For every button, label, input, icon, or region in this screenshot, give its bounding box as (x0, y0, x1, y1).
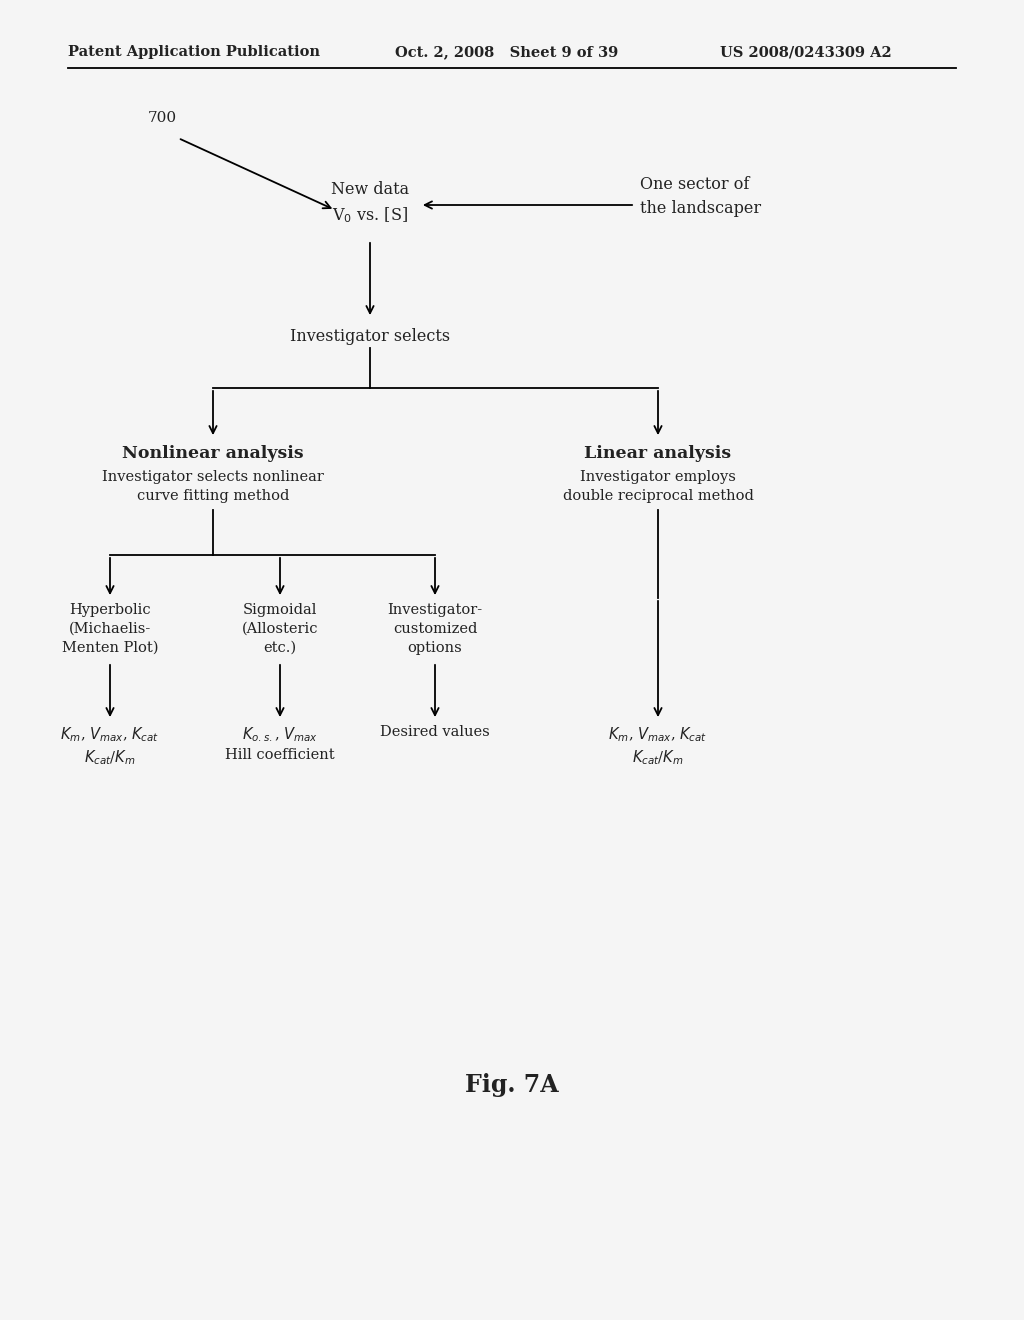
Text: Sigmoidal: Sigmoidal (243, 603, 317, 616)
Text: Hyperbolic: Hyperbolic (70, 603, 151, 616)
Text: Hill coefficient: Hill coefficient (225, 748, 335, 762)
Text: $K_m$, $V_{max}$, $K_{cat}$: $K_m$, $V_{max}$, $K_{cat}$ (608, 725, 708, 743)
Text: 700: 700 (148, 111, 177, 125)
Text: (Allosteric: (Allosteric (242, 622, 318, 636)
Text: $K_{cat}$/$K_m$: $K_{cat}$/$K_m$ (84, 748, 136, 767)
Text: Investigator selects nonlinear: Investigator selects nonlinear (102, 470, 324, 484)
Text: Linear analysis: Linear analysis (585, 445, 731, 462)
Text: double reciprocal method: double reciprocal method (562, 488, 754, 503)
Text: Patent Application Publication: Patent Application Publication (68, 45, 319, 59)
Text: the landscaper: the landscaper (640, 201, 761, 216)
Text: Menten Plot): Menten Plot) (61, 642, 159, 655)
Text: Investigator selects: Investigator selects (290, 327, 451, 345)
Text: curve fitting method: curve fitting method (137, 488, 289, 503)
Text: etc.): etc.) (263, 642, 297, 655)
Text: (Michaelis-: (Michaelis- (69, 622, 152, 636)
Text: Nonlinear analysis: Nonlinear analysis (122, 445, 304, 462)
Text: Investigator-: Investigator- (387, 603, 482, 616)
Text: $K_m$, $V_{max}$, $K_{cat}$: $K_m$, $V_{max}$, $K_{cat}$ (60, 725, 160, 743)
Text: Investigator employs: Investigator employs (580, 470, 736, 484)
Text: New data: New data (331, 181, 409, 198)
Text: One sector of: One sector of (640, 176, 750, 193)
Text: $K_{o.s.}$, $V_{max}$: $K_{o.s.}$, $V_{max}$ (242, 725, 317, 743)
Text: V$_0$ vs. [S]: V$_0$ vs. [S] (332, 205, 408, 224)
Text: Fig. 7A: Fig. 7A (465, 1073, 559, 1097)
Text: Desired values: Desired values (380, 725, 489, 739)
Text: $K_{cat}$/$K_m$: $K_{cat}$/$K_m$ (632, 748, 684, 767)
Text: options: options (408, 642, 463, 655)
Text: customized: customized (393, 622, 477, 636)
Text: Oct. 2, 2008   Sheet 9 of 39: Oct. 2, 2008 Sheet 9 of 39 (395, 45, 618, 59)
Text: US 2008/0243309 A2: US 2008/0243309 A2 (720, 45, 892, 59)
